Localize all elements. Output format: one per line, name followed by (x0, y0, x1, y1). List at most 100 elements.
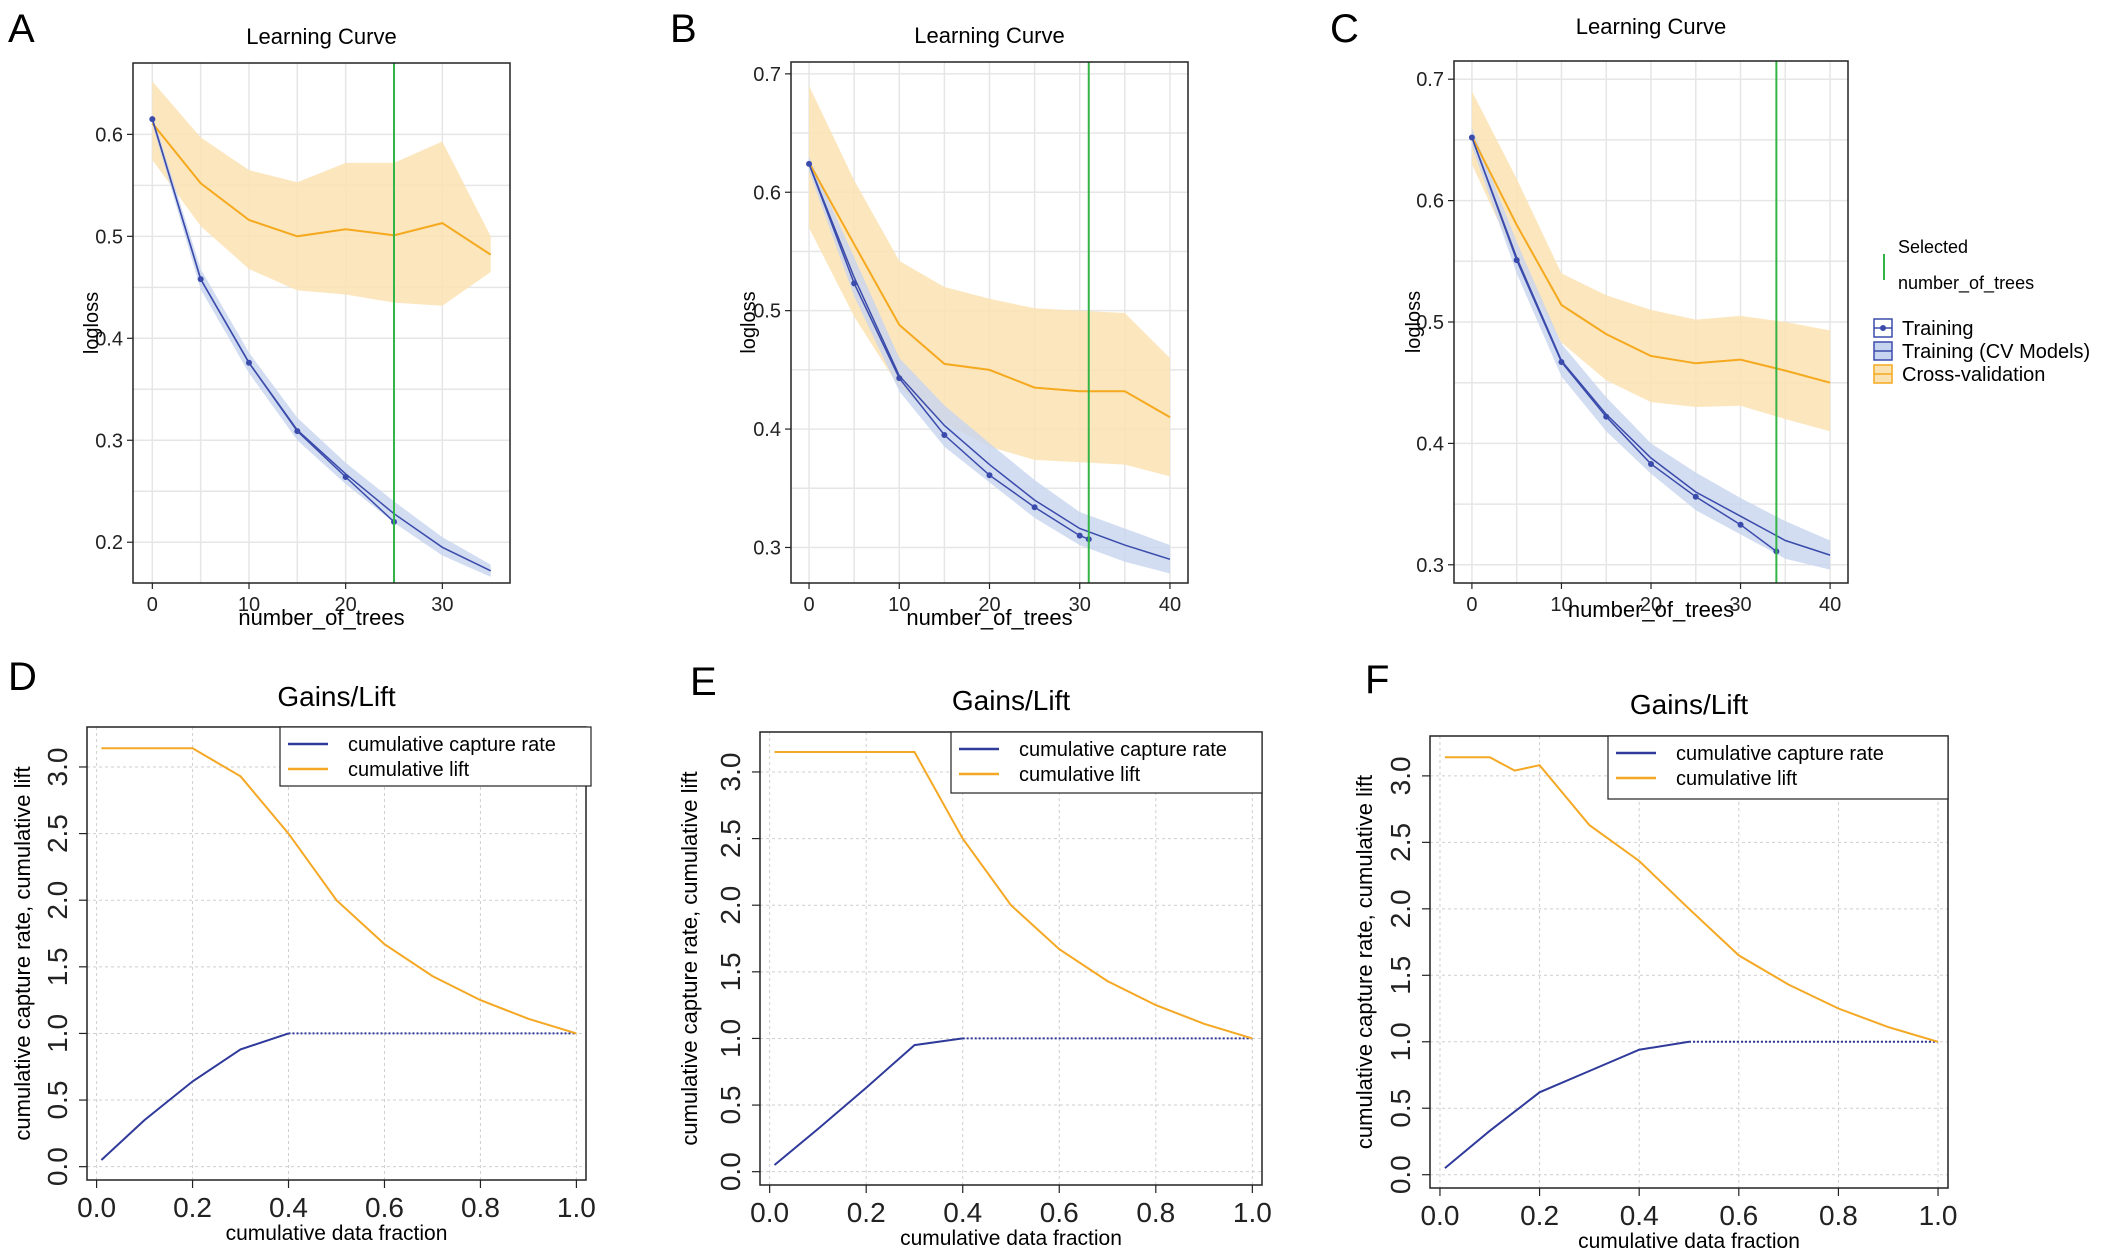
y-tick-label: 2.0 (715, 886, 746, 925)
grid (760, 732, 1262, 1185)
legend-label: cumulative capture rate (348, 734, 556, 756)
training-point (1558, 359, 1565, 366)
y-tick-label: 2.0 (1385, 889, 1416, 928)
x-tick-label: 0 (803, 594, 814, 616)
y-tick-label: 2.5 (42, 814, 73, 853)
legend-entry-label: Training (CV Models) (1902, 341, 2090, 363)
grid (87, 727, 586, 1180)
y-tick-label: 0.4 (95, 328, 123, 350)
x-tick-label: 0.6 (365, 1192, 404, 1223)
legend-selected-title: Selected (1898, 237, 1968, 257)
training-point (1603, 413, 1610, 420)
y-tick-label: 0.5 (753, 301, 781, 323)
training-point (294, 428, 301, 435)
legend-box (279, 726, 592, 787)
legend: cumulative capture rate cumulative lift (279, 726, 592, 787)
training-point (1031, 504, 1038, 511)
y-tick-label: 0.6 (753, 182, 781, 204)
y-tick-label: 0.5 (1416, 312, 1444, 334)
y-tick-label: 1.0 (715, 1019, 746, 1058)
y-tick-label: 0.3 (753, 537, 781, 559)
y-tick-label: 0.3 (1416, 555, 1444, 577)
y-axis-label: logloss (738, 291, 760, 353)
y-tick-label: 0.6 (1416, 191, 1444, 213)
gains-lift-panel-e: E Gains/Lift 0.0 0.2 0.4 0.6 0.8 1.0 0.0 0.5 1.0 1.… (677, 660, 1272, 1250)
x-tick-label: 10 (238, 594, 260, 616)
x-axis-label: number_of_trees (906, 605, 1072, 630)
legend-entry-label: Cross-validation (1902, 364, 2045, 386)
y-tick-label: 0.0 (42, 1147, 73, 1186)
x-tick-label: 0 (147, 594, 158, 616)
panel-letter: F (1365, 658, 1389, 702)
gains-lift-panel-f: F Gains/Lift 0.0 0.2 0.4 0.6 0.8 1.0 0.0 0.5 1.0 1.… (1352, 658, 1958, 1253)
chart-title: Gains/Lift (952, 685, 1070, 716)
training-point (941, 431, 948, 438)
y-tick-label: 0.3 (95, 430, 123, 452)
plot-frame (86, 726, 587, 1181)
chart-title: Learning Curve (246, 24, 396, 49)
legend-label: cumulative capture rate (1676, 743, 1884, 765)
learning-curve-panel-a: A Learning Curve 0 10 20 30 0.2 0.3 0.4 0.5 0.6 num… (8, 7, 511, 630)
training-line (808, 163, 1090, 540)
y-tick-label: 0.5 (1385, 1089, 1416, 1128)
x-tick-label: 20 (335, 594, 357, 616)
legend-label: cumulative lift (1676, 768, 1798, 790)
y-tick-label: 3.0 (715, 753, 746, 792)
x-tick-label: 0.8 (461, 1192, 500, 1223)
y-axis-label: cumulative capture rate, cumulative lift (1352, 775, 1377, 1149)
learning-curve-panel-c: C Learning Curve 0 10 20 30 40 0.3 0.4 0.5 0.6 0.7 n… (1330, 7, 1849, 622)
training-point (1468, 134, 1475, 141)
legend-label: cumulative lift (1019, 764, 1141, 786)
training-point (986, 472, 993, 479)
y-axis-label: logloss (1403, 291, 1425, 353)
x-tick-label: 10 (888, 594, 910, 616)
capture-rate-line (1444, 1040, 1690, 1169)
panel-letter: C (1330, 7, 1359, 51)
learning-curve-legend: Selected number_of_trees TrainingTraining … (1873, 237, 2090, 386)
y-axis-label: logloss (81, 292, 103, 354)
training-line (151, 118, 395, 523)
legend-box (1607, 735, 1949, 800)
x-tick-label: 0.4 (1620, 1200, 1659, 1231)
y-axis-label: cumulative capture rate, cumulative lift (10, 766, 35, 1140)
y-tick-label: 0.2 (95, 532, 123, 554)
training-point (1648, 461, 1654, 468)
x-tick-label: 0.2 (173, 1192, 212, 1223)
cross-validation-line (808, 162, 1171, 419)
lift-line (1444, 756, 1939, 1043)
y-tick-label: 0.0 (715, 1152, 746, 1191)
x-tick-label: 10 (1550, 594, 1572, 616)
y-tick-label: 0.6 (95, 124, 123, 146)
x-axis-label: cumulative data fraction (226, 1222, 448, 1245)
gains-lift-panel-d: D Gains/Lift 0.0 0.2 0.4 0.6 0.8 1.0 0.0 0.5 1.0 1.… (8, 655, 596, 1245)
legend-training-swatch-point (1880, 325, 1886, 331)
x-tick-label: 0.6 (1719, 1200, 1758, 1231)
y-tick-label: 1.5 (42, 947, 73, 986)
y-tick-label: 3.0 (42, 748, 73, 787)
cross-validation-line (151, 122, 492, 256)
x-tick-label: 30 (1069, 594, 1091, 616)
training-point (197, 276, 204, 283)
y-tick-label: 0.0 (1385, 1155, 1416, 1194)
x-tick-label: 0.4 (269, 1192, 308, 1223)
x-tick-label: 40 (1819, 594, 1841, 616)
legend-selected-subtitle: number_of_trees (1898, 273, 2034, 294)
y-tick-label: 1.0 (1385, 1022, 1416, 1061)
chart-title: Gains/Lift (277, 681, 395, 712)
x-tick-label: 1.0 (1919, 1200, 1958, 1231)
x-tick-label: 20 (978, 594, 1000, 616)
y-tick-label: 1.0 (42, 1014, 73, 1053)
plot-frame (759, 731, 1263, 1186)
learning-curve-panel-b: B Learning Curve 0 10 20 30 40 0.3 0.4 0.5 0.6 0.7 n… (670, 7, 1189, 630)
legend: cumulative capture rate cumulative lift (950, 731, 1263, 794)
panel-letter: B (670, 7, 697, 51)
training-line (1471, 137, 1777, 553)
panel-letter: A (8, 7, 35, 51)
training-point (149, 116, 156, 123)
x-tick-label: 0 (1466, 594, 1477, 616)
x-tick-label: 30 (1729, 594, 1751, 616)
training-cv-band (1471, 127, 1831, 570)
legend-box (950, 731, 1263, 794)
training-point (896, 375, 903, 382)
